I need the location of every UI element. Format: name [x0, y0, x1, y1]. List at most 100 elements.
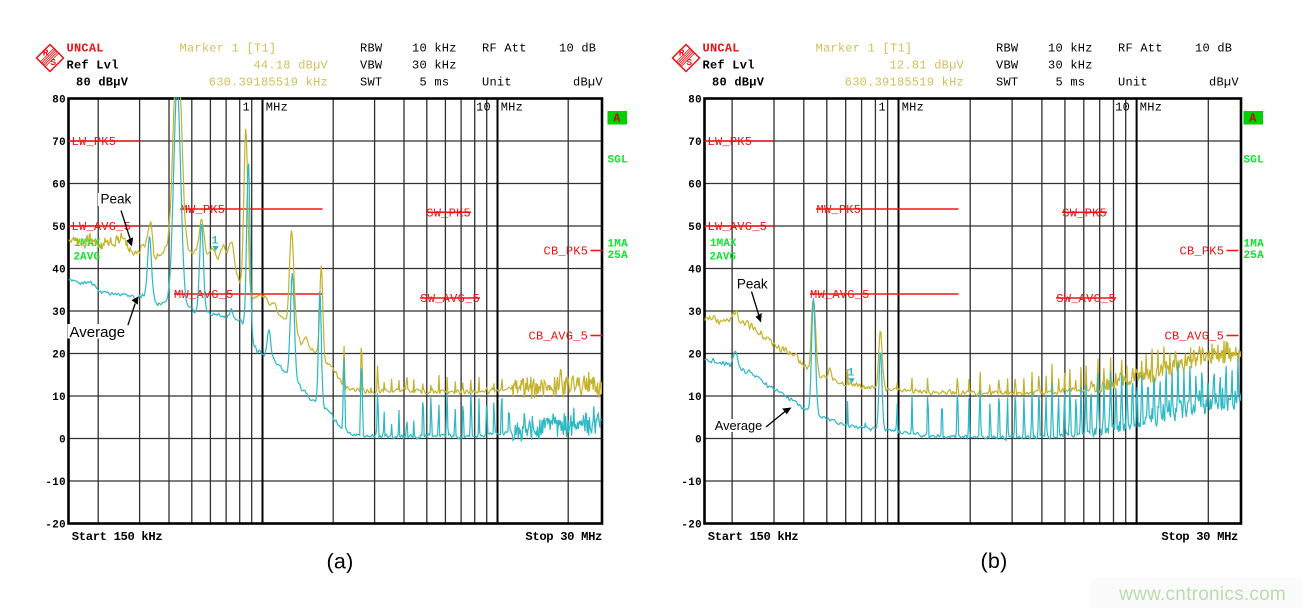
svg-text:Marker 1 [T1]: Marker 1 [T1]	[816, 42, 913, 56]
svg-text:Peak: Peak	[737, 277, 768, 292]
svg-text:10 kHz: 10 kHz	[1048, 42, 1093, 56]
svg-text:Start 150 kHz: Start 150 kHz	[72, 530, 163, 544]
svg-text:5 ms: 5 ms	[1056, 76, 1086, 90]
svg-text:630.39185519 kHz: 630.39185519 kHz	[209, 76, 328, 90]
svg-text:2AVG: 2AVG	[74, 252, 101, 264]
svg-text:60: 60	[52, 180, 66, 192]
svg-text:5 ms: 5 ms	[420, 76, 450, 90]
svg-text:CB_PK5: CB_PK5	[1180, 245, 1225, 259]
svg-text:Peak: Peak	[101, 192, 132, 207]
svg-text:Ref Lvl: Ref Lvl	[67, 59, 119, 73]
svg-text:10: 10	[688, 392, 702, 404]
svg-text:40: 40	[52, 265, 66, 277]
svg-text:80 dBµV: 80 dBµV	[712, 76, 765, 90]
svg-text:1MA: 1MA	[608, 238, 629, 250]
svg-text:MW_AVG_5: MW_AVG_5	[174, 288, 234, 302]
svg-text:UNCAL: UNCAL	[703, 42, 740, 56]
svg-text:30 kHz: 30 kHz	[1048, 59, 1093, 73]
svg-text:70: 70	[52, 137, 66, 149]
svg-text:630.39185519 kHz: 630.39185519 kHz	[845, 76, 964, 90]
svg-text:80: 80	[688, 95, 702, 107]
svg-text:(a): (a)	[326, 550, 353, 574]
svg-text:dBµV: dBµV	[573, 76, 603, 90]
svg-text:VBW: VBW	[360, 59, 383, 73]
svg-text:MHz: MHz	[501, 101, 523, 115]
svg-text:25A: 25A	[1244, 250, 1265, 262]
svg-text:Stop 30 MHz: Stop 30 MHz	[1161, 530, 1238, 544]
svg-text:LW_AVG_5: LW_AVG_5	[72, 220, 132, 234]
svg-text:MW_PK5: MW_PK5	[817, 203, 862, 217]
svg-text:Average: Average	[715, 418, 762, 433]
svg-text:SW_AVG_5: SW_AVG_5	[420, 292, 480, 306]
svg-text:A: A	[613, 113, 620, 126]
svg-text:0: 0	[695, 435, 702, 447]
svg-text:2AVG: 2AVG	[710, 252, 737, 264]
svg-text:10 dB: 10 dB	[559, 42, 596, 56]
svg-text:-20: -20	[45, 520, 66, 532]
svg-text:40: 40	[688, 265, 702, 277]
svg-text:80 dBµV: 80 dBµV	[76, 76, 129, 90]
svg-text:(b): (b)	[980, 549, 1007, 573]
svg-text:Average: Average	[70, 324, 126, 341]
svg-text:SGL: SGL	[1244, 155, 1265, 167]
svg-text:MHz: MHz	[902, 101, 924, 115]
svg-text:20: 20	[688, 350, 702, 362]
svg-text:10: 10	[1115, 101, 1130, 115]
svg-text:12.81 dBµV: 12.81 dBµV	[889, 59, 964, 73]
svg-text:25A: 25A	[608, 250, 629, 262]
svg-text:70: 70	[688, 137, 702, 149]
svg-text:Stop 30 MHz: Stop 30 MHz	[525, 530, 602, 544]
svg-text:SWT: SWT	[360, 76, 382, 90]
svg-text:1MAX: 1MAX	[710, 238, 737, 250]
svg-text:80: 80	[52, 95, 66, 107]
svg-text:Ref Lvl: Ref Lvl	[703, 59, 755, 73]
svg-text:www.cntronics.com: www.cntronics.com	[1118, 584, 1286, 605]
svg-text:1: 1	[879, 101, 886, 115]
svg-text:MHz: MHz	[266, 101, 288, 115]
svg-text:50: 50	[688, 222, 702, 234]
svg-text:50: 50	[52, 222, 66, 234]
svg-text:-10: -10	[45, 477, 66, 489]
svg-text:UNCAL: UNCAL	[67, 42, 104, 56]
svg-text:1MA: 1MA	[1244, 238, 1265, 250]
svg-text:1: 1	[243, 101, 250, 115]
svg-text:CB_AVG_5: CB_AVG_5	[1165, 330, 1225, 344]
svg-text:RF Att: RF Att	[1118, 42, 1163, 56]
svg-text:CB_PK5: CB_PK5	[544, 245, 589, 259]
svg-text:RBW: RBW	[996, 42, 1019, 56]
svg-text:44.18 dBµV: 44.18 dBµV	[253, 59, 328, 73]
svg-text:S: S	[50, 57, 56, 68]
svg-text:LW_PK5: LW_PK5	[708, 135, 753, 149]
svg-text:30 kHz: 30 kHz	[412, 59, 457, 73]
svg-text:30: 30	[52, 307, 66, 319]
svg-text:Start 150 kHz: Start 150 kHz	[708, 530, 799, 544]
svg-text:0: 0	[59, 435, 66, 447]
svg-text:Marker 1 [T1]: Marker 1 [T1]	[180, 42, 277, 56]
svg-text:dBµV: dBµV	[1209, 76, 1239, 90]
svg-text:-10: -10	[681, 477, 702, 489]
svg-text:R: R	[43, 48, 49, 59]
svg-text:Unit: Unit	[1118, 76, 1148, 90]
svg-text:20: 20	[52, 350, 66, 362]
svg-text:1: 1	[848, 368, 855, 380]
svg-text:Unit: Unit	[482, 76, 512, 90]
svg-text:10 dB: 10 dB	[1195, 42, 1232, 56]
svg-text:LW_PK5: LW_PK5	[72, 135, 117, 149]
svg-text:10 kHz: 10 kHz	[412, 42, 457, 56]
svg-text:SWT: SWT	[996, 76, 1018, 90]
svg-text:S: S	[686, 57, 692, 68]
svg-text:MW_AVG_5: MW_AVG_5	[810, 288, 870, 302]
svg-text:60: 60	[688, 180, 702, 192]
svg-text:LW_AVG_5: LW_AVG_5	[708, 220, 768, 234]
svg-text:SW_PK5: SW_PK5	[1062, 207, 1107, 221]
svg-text:CB_AVG_5: CB_AVG_5	[529, 330, 589, 344]
svg-text:MHz: MHz	[1140, 101, 1162, 115]
svg-text:SW_PK5: SW_PK5	[426, 207, 471, 221]
svg-text:VBW: VBW	[996, 59, 1019, 73]
svg-text:1: 1	[212, 236, 219, 248]
svg-text:R: R	[679, 48, 685, 59]
svg-text:RF Att: RF Att	[482, 42, 527, 56]
svg-text:SGL: SGL	[608, 155, 629, 167]
svg-text:SW_AVG_5: SW_AVG_5	[1056, 292, 1116, 306]
svg-text:30: 30	[688, 307, 702, 319]
